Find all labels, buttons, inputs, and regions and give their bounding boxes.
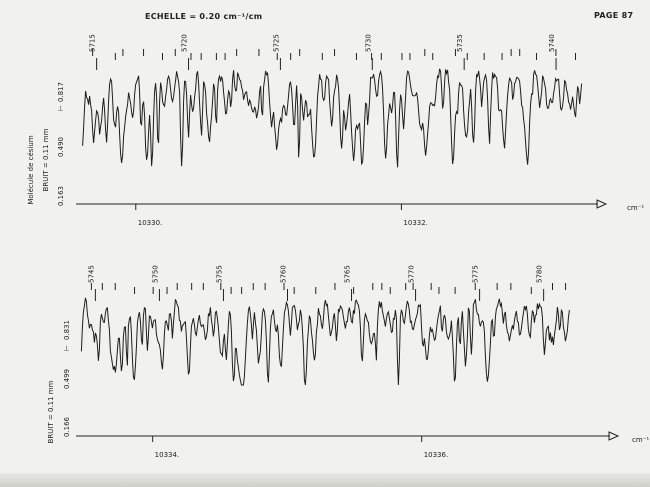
- line-number-label: 5725: [272, 34, 280, 52]
- line-number-label: 5730: [364, 34, 372, 52]
- x-tick-label: 10336.: [424, 451, 449, 459]
- line-number-label: 5760: [279, 265, 287, 283]
- x-tick-label: 10330.: [138, 219, 163, 227]
- molecule-label: Molécule de césium: [27, 135, 35, 204]
- line-number-label: 5735: [456, 34, 464, 52]
- x-axis-arrow: [608, 431, 620, 441]
- x-axis-unit: cm⁻¹: [627, 204, 644, 212]
- line-number-label: 5780: [536, 265, 544, 283]
- y-tick-label: 0.166: [63, 416, 71, 437]
- line-number-label: 5750: [151, 265, 159, 283]
- y-marker: ⊢: [57, 105, 65, 111]
- line-number-label: 5720: [181, 34, 189, 52]
- x-tick-label: 10334.: [155, 451, 180, 459]
- x-axis-unit: cm⁻¹: [632, 436, 649, 444]
- line-number-label: 5715: [89, 34, 97, 52]
- y-tick-label: 0.831: [63, 320, 71, 340]
- scale-label: ECHELLE = 0.20 cm⁻¹/cm: [145, 12, 263, 21]
- y-tick-label: 0.817: [57, 82, 65, 102]
- line-number-label: 5765: [344, 265, 352, 283]
- line-number-label: 5740: [548, 34, 556, 52]
- y-marker: ⊢: [63, 345, 71, 351]
- noise-label: BRUIT = 0.11 mm: [47, 380, 55, 443]
- page-number: PAGE 87: [594, 11, 634, 20]
- y-tick-label: 0.163: [57, 186, 65, 206]
- x-axis-arrow: [596, 199, 608, 209]
- line-number-label: 5775: [472, 265, 480, 283]
- line-number-label: 5745: [87, 265, 95, 283]
- noise-label: BRUIT = 0.11 mm: [42, 128, 50, 191]
- line-number-label: 5755: [215, 265, 223, 283]
- spectrum-trace: [82, 68, 583, 168]
- x-tick-label: 10332.: [403, 219, 428, 227]
- spectrum-trace: [80, 297, 570, 386]
- line-number-label: 5770: [408, 265, 416, 283]
- y-tick-label: 0.499: [63, 369, 71, 389]
- y-tick-label: 0.490: [57, 137, 65, 157]
